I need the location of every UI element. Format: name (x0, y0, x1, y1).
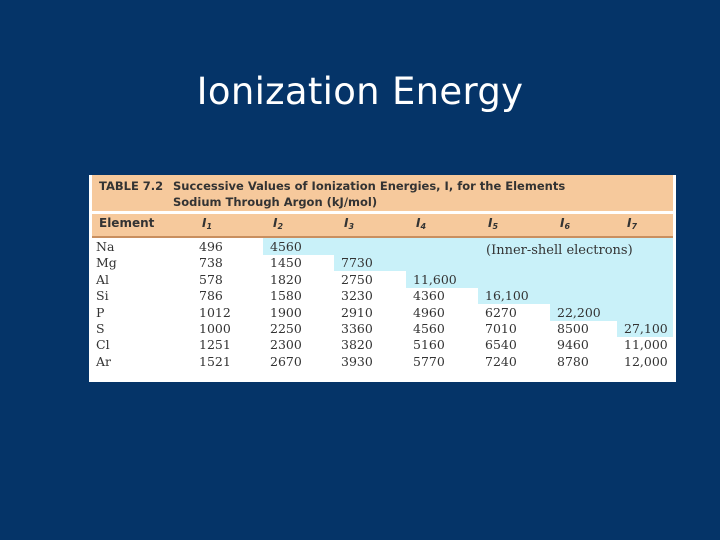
element-symbol: Mg (96, 255, 117, 271)
ionization-value: 2750 (341, 271, 373, 287)
ionization-value: 738 (199, 255, 223, 271)
ionization-value: 4560 (413, 321, 445, 336)
ionization-energy-table: TABLE 7.2 Successive Values of Ionizatio… (89, 175, 676, 382)
caption-line-2: Sodium Through Argon (kJ/mol) (173, 195, 378, 209)
ionization-value: 7730 (341, 255, 373, 271)
ionization-value: 1900 (270, 304, 302, 320)
ionization-value: 8780 (557, 353, 589, 369)
ionization-value: 2300 (270, 337, 302, 353)
column-header-i5: I5 (488, 216, 499, 231)
ionization-value: 11,600 (413, 271, 457, 287)
inner-shell-shade (263, 238, 673, 255)
ionization-value: 9460 (557, 337, 589, 353)
table-header-row: Element I1 I2 I3 I4 I5 I6 I7 (92, 214, 673, 238)
ionization-value: 3930 (341, 353, 373, 369)
inner-shell-shade (406, 270, 673, 288)
element-symbol: S (96, 321, 105, 336)
caption-line-1: Successive Values of Ionization Energies… (173, 179, 566, 193)
ionization-value: 5770 (413, 353, 445, 369)
ionization-value: 786 (199, 288, 223, 304)
table-label: TABLE 7.2 (99, 179, 164, 193)
ionization-value: 7240 (485, 353, 517, 369)
inner-shell-note: (Inner-shell electrons) (486, 243, 633, 258)
ionization-value: 1521 (199, 353, 231, 369)
table-caption: TABLE 7.2 Successive Values of Ionizatio… (92, 175, 673, 211)
ionization-value: 1000 (199, 321, 231, 336)
column-header-i6: I6 (560, 216, 571, 231)
column-header-i2: I2 (273, 216, 284, 231)
ionization-value: 12,000 (624, 353, 668, 369)
ionization-value: 3820 (341, 337, 373, 353)
column-header-i7: I7 (627, 216, 638, 231)
element-symbol: Al (96, 271, 110, 287)
element-symbol: Cl (96, 337, 110, 353)
ionization-value: 7010 (485, 321, 517, 336)
ionization-value: 4560 (270, 239, 302, 254)
ionization-value: 4960 (413, 304, 445, 320)
ionization-value: 22,200 (557, 304, 601, 320)
ionization-value: 1012 (199, 304, 231, 320)
ionization-value: 6270 (485, 304, 517, 320)
ionization-value: 5160 (413, 337, 445, 353)
slide-title: Ionization Energy (196, 70, 524, 113)
ionization-value: 2250 (270, 321, 302, 336)
inner-shell-shade (334, 254, 673, 272)
column-header-i1: I1 (202, 216, 213, 231)
element-symbol: Na (96, 239, 115, 254)
ionization-value: 1450 (270, 255, 302, 271)
inner-shell-shade (550, 303, 673, 321)
column-header-element: Element (99, 216, 155, 230)
ionization-value: 1251 (199, 337, 231, 353)
ionization-value: 3360 (341, 321, 373, 336)
ionization-value: 1820 (270, 271, 302, 287)
element-symbol: Ar (96, 353, 112, 369)
column-header-i4: I4 (416, 216, 427, 231)
ionization-value: 2670 (270, 353, 302, 369)
ionization-value: 3230 (341, 288, 373, 304)
ionization-value: 11,000 (624, 337, 668, 353)
ionization-value: 496 (199, 239, 223, 254)
ionization-value: 578 (199, 271, 223, 287)
ionization-value: 8500 (557, 321, 589, 336)
ionization-value: 6540 (485, 337, 517, 353)
column-header-i3: I3 (344, 216, 355, 231)
ionization-value: 27,100 (624, 321, 668, 336)
inner-shell-shade (617, 320, 673, 337)
ionization-value: 16,100 (485, 288, 529, 304)
element-symbol: Si (96, 288, 109, 304)
ionization-value: 2910 (341, 304, 373, 320)
inner-shell-shade (478, 287, 673, 305)
ionization-value: 1580 (270, 288, 302, 304)
element-symbol: P (96, 304, 105, 320)
ionization-value: 4360 (413, 288, 445, 304)
